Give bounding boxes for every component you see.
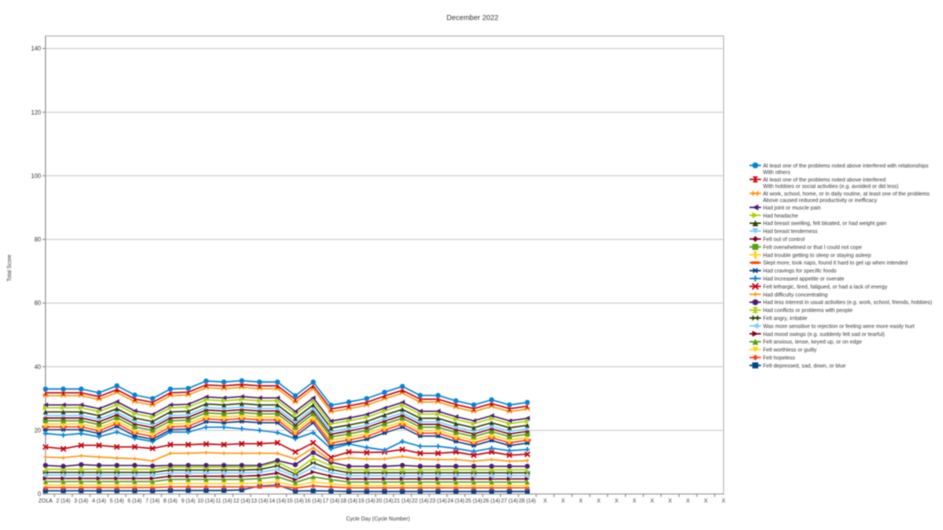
svg-text:Felt anxious, tense, keyed up,: Felt anxious, tense, keyed up, or on edg… bbox=[763, 340, 862, 346]
svg-text:12 (14): 12 (14) bbox=[233, 499, 250, 505]
svg-text:At work, school, home, or in d: At work, school, home, or in daily routi… bbox=[763, 191, 930, 197]
svg-text:Felt out of control: Felt out of control bbox=[763, 237, 805, 243]
svg-text:Had joint or muscle pain: Had joint or muscle pain bbox=[763, 205, 821, 211]
svg-text:Had headache: Had headache bbox=[763, 213, 798, 219]
svg-text:With hobbies or social activit: With hobbies or social activities (e.g. … bbox=[763, 184, 899, 190]
svg-text:X: X bbox=[650, 499, 654, 505]
svg-text:At least one of the problems n: At least one of the problems noted above… bbox=[763, 163, 929, 169]
svg-text:Felt hopeless: Felt hopeless bbox=[763, 356, 795, 362]
svg-text:140: 140 bbox=[31, 47, 42, 53]
svg-text:X: X bbox=[543, 499, 547, 505]
svg-text:26 (14): 26 (14) bbox=[483, 499, 500, 505]
svg-text:Felt worthless or guilty: Felt worthless or guilty bbox=[763, 348, 817, 354]
svg-text:Had cravings for specific food: Had cravings for specific foods bbox=[763, 269, 837, 275]
svg-text:Had breast swelling, felt bloa: Had breast swelling, felt bloated, or ha… bbox=[763, 221, 886, 227]
svg-text:4 (14): 4 (14) bbox=[92, 499, 106, 505]
svg-text:X: X bbox=[615, 499, 619, 505]
svg-text:18 (14): 18 (14) bbox=[340, 499, 357, 505]
svg-text:Above caused reduced productiv: Above caused reduced productivity or ine… bbox=[763, 198, 877, 204]
svg-text:Was more sensitive to rejectio: Was more sensitive to rejection or feeli… bbox=[763, 324, 915, 330]
svg-text:9 (14): 9 (14) bbox=[181, 499, 195, 505]
svg-text:Felt angry, irritable: Felt angry, irritable bbox=[763, 316, 807, 322]
svg-text:20: 20 bbox=[34, 429, 41, 435]
svg-text:7 (14): 7 (14) bbox=[146, 499, 160, 505]
svg-text:5 (14): 5 (14) bbox=[110, 499, 124, 505]
svg-text:X: X bbox=[686, 499, 690, 505]
svg-text:X: X bbox=[579, 499, 583, 505]
svg-text:X: X bbox=[704, 499, 708, 505]
svg-text:100: 100 bbox=[31, 174, 42, 180]
svg-text:2 (14): 2 (14) bbox=[56, 499, 70, 505]
svg-text:Had conflicts or problems with: Had conflicts or problems with people bbox=[763, 308, 853, 314]
svg-text:Had less interest in usual act: Had less interest in usual activities (e… bbox=[763, 300, 932, 306]
svg-text:14 (14): 14 (14) bbox=[269, 499, 286, 505]
svg-text:6 (14): 6 (14) bbox=[128, 499, 142, 505]
svg-text:19 (14): 19 (14) bbox=[358, 499, 375, 505]
svg-text:27 (14): 27 (14) bbox=[501, 499, 518, 505]
svg-text:0: 0 bbox=[38, 492, 42, 498]
svg-text:11 (14): 11 (14) bbox=[216, 499, 233, 505]
svg-text:Had mood swings (e.g. suddenly: Had mood swings (e.g. suddenly felt sad … bbox=[763, 332, 885, 338]
svg-text:40: 40 bbox=[34, 365, 41, 371]
svg-text:15 (14): 15 (14) bbox=[287, 499, 304, 505]
svg-text:23 (14): 23 (14) bbox=[430, 499, 447, 505]
svg-text:24 (14): 24 (14) bbox=[447, 499, 464, 505]
svg-text:December 2022: December 2022 bbox=[447, 13, 499, 22]
svg-text:3 (14): 3 (14) bbox=[74, 499, 88, 505]
svg-text:8 (14): 8 (14) bbox=[163, 499, 177, 505]
svg-text:13 (14): 13 (14) bbox=[251, 499, 268, 505]
svg-text:25 (14): 25 (14) bbox=[465, 499, 482, 505]
svg-text:X: X bbox=[633, 499, 637, 505]
svg-text:Felt lethargic, tired, fatigue: Felt lethargic, tired, fatigued, or had … bbox=[763, 284, 888, 290]
svg-text:21 (14): 21 (14) bbox=[394, 499, 411, 505]
svg-text:16 (14): 16 (14) bbox=[305, 499, 322, 505]
svg-text:Cycle Day (Cycle Number): Cycle Day (Cycle Number) bbox=[346, 517, 410, 523]
svg-text:X: X bbox=[597, 499, 601, 505]
svg-text:80: 80 bbox=[34, 238, 41, 244]
svg-text:22 (14): 22 (14) bbox=[412, 499, 429, 505]
svg-text:120: 120 bbox=[31, 110, 42, 116]
svg-text:17 (14): 17 (14) bbox=[322, 499, 339, 505]
svg-text:Felt overwhelmed or that I cou: Felt overwhelmed or that I could not cop… bbox=[763, 245, 862, 251]
svg-text:X: X bbox=[668, 499, 672, 505]
svg-text:X: X bbox=[561, 499, 565, 505]
svg-text:Felt depressed, sad, down, or: Felt depressed, sad, down, or blue bbox=[763, 363, 846, 369]
svg-text:Slept more, took naps, found i: Slept more, took naps, found it hard to … bbox=[763, 261, 907, 267]
svg-text:Had increased appetite or over: Had increased appetite or overate bbox=[763, 277, 844, 283]
svg-text:With others: With others bbox=[763, 170, 791, 176]
svg-text:28 (14): 28 (14) bbox=[519, 499, 536, 505]
svg-text:10 (14): 10 (14) bbox=[198, 499, 215, 505]
svg-text:Had breast tenderness: Had breast tenderness bbox=[763, 229, 818, 235]
svg-text:Had trouble getting to sleep o: Had trouble getting to sleep or staying … bbox=[763, 253, 871, 259]
svg-text:60: 60 bbox=[34, 301, 41, 307]
svg-text:X: X bbox=[722, 499, 726, 505]
svg-text:Had difficulty concentrating: Had difficulty concentrating bbox=[763, 292, 828, 298]
svg-text:At least one of the problems n: At least one of the problems noted above… bbox=[763, 177, 886, 183]
svg-text:Total Score: Total Score bbox=[7, 255, 13, 282]
svg-text:20 (14): 20 (14) bbox=[376, 499, 393, 505]
svg-text:ZOLA: ZOLA bbox=[38, 499, 52, 505]
